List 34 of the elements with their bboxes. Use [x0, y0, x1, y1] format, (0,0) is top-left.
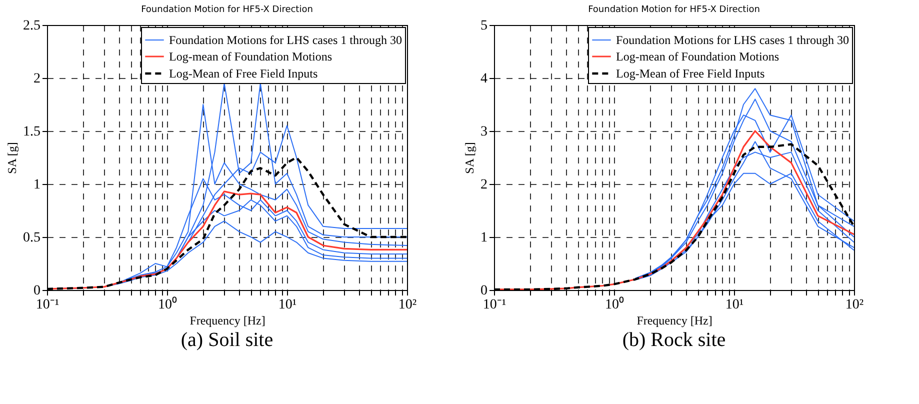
x-tick-label: 10⁻¹ [482, 298, 506, 312]
y-tick-label: 1.5 [23, 124, 40, 140]
y-tick-label: 2 [34, 72, 40, 86]
text: (b) Rock site [622, 329, 726, 351]
y-tick-label: 3 [480, 124, 488, 140]
y-axis-title: SA [g] [5, 142, 19, 174]
chart-title: Foundation Motion for HF5-X Direction [588, 5, 760, 15]
legend-label: Log-Mean of Free Field Inputs [616, 66, 765, 80]
legend-label: Foundation Motions for LHS cases 1 through 30 [169, 33, 402, 47]
x-axis-title: Frequency [Hz] [190, 314, 266, 328]
legend-label: Foundation Motions for LHS cases 1 through 30 [616, 33, 849, 47]
x-tick-label: 10¹ [278, 298, 297, 312]
legend-label: Log-mean of Foundation Motions [616, 50, 780, 64]
x-tick-label: 10² [398, 298, 417, 312]
y-tick-label: 2.5 [23, 18, 40, 34]
x-tick-label: 10⁰ [158, 296, 177, 312]
legend-label: Log-mean of Foundation Motions [169, 50, 332, 64]
y-tick-label: 4 [480, 72, 488, 86]
chart-title: Foundation Motion for HF5-X Direction [141, 5, 313, 15]
x-axis-title: Frequency [Hz] [636, 314, 712, 328]
y-axis-title: SA [g] [462, 142, 476, 174]
y-tick-label: 0 [480, 284, 488, 298]
y-tick-label: 1 [34, 178, 40, 192]
y-tick-label: 5 [480, 18, 488, 34]
y-tick-label: 0.5 [23, 230, 40, 246]
x-tick-label: 10⁻¹ [36, 298, 60, 312]
x-tick-label: 10² [845, 298, 864, 312]
y-tick-label: 0 [34, 284, 40, 298]
x-tick-label: 10⁰ [605, 296, 624, 312]
text: (a) Soil site [180, 329, 274, 351]
y-tick-label: 1 [480, 230, 488, 246]
x-tick-label: 10¹ [725, 298, 744, 312]
legend-label: Log-Mean of Free Field Inputs [169, 66, 318, 80]
y-tick-label: 2 [480, 178, 488, 192]
